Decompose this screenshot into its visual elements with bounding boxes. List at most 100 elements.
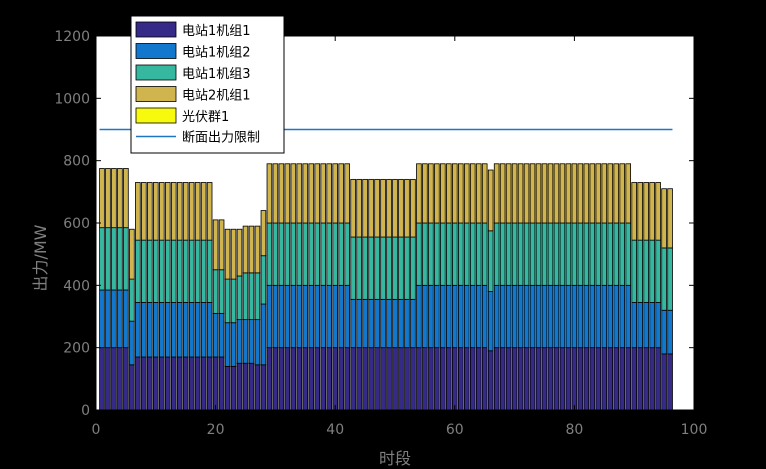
bar-1-23 bbox=[230, 365, 237, 411]
bar-4-12 bbox=[164, 182, 171, 241]
legend-swatch-2 bbox=[135, 43, 177, 59]
bar-4-16 bbox=[188, 182, 195, 241]
bar-1-90 bbox=[631, 347, 637, 411]
bar-1-72 bbox=[523, 347, 530, 411]
bar-4-90 bbox=[631, 182, 637, 241]
bar-1-14 bbox=[176, 356, 183, 411]
bar-2-6 bbox=[129, 320, 135, 366]
bar-1-1 bbox=[99, 347, 105, 411]
bar-4-85 bbox=[601, 163, 608, 224]
bar-3-90 bbox=[631, 239, 637, 303]
bar-2-3 bbox=[111, 289, 117, 349]
bar-2-62 bbox=[463, 284, 470, 349]
bar-4-74 bbox=[535, 163, 542, 224]
bar-1-41 bbox=[338, 347, 344, 411]
bar-2-12 bbox=[164, 302, 171, 358]
bar-1-35 bbox=[302, 347, 309, 411]
bar-4-59 bbox=[446, 163, 452, 224]
bar-4-24 bbox=[236, 228, 243, 277]
bar-4-40 bbox=[332, 163, 338, 224]
bar-4-17 bbox=[194, 182, 201, 241]
bar-3-52 bbox=[404, 236, 410, 300]
bar-4-64 bbox=[475, 163, 482, 224]
bar-3-94 bbox=[655, 239, 661, 303]
legend-swatch-5 bbox=[135, 107, 177, 124]
bar-3-9 bbox=[147, 239, 153, 303]
bar-4-86 bbox=[607, 163, 614, 224]
bar-1-26 bbox=[248, 362, 255, 411]
bar-4-77 bbox=[553, 163, 560, 224]
bar-1-3 bbox=[111, 347, 117, 411]
bar-1-71 bbox=[517, 347, 524, 411]
bar-3-56 bbox=[428, 222, 434, 286]
bar-4-55 bbox=[422, 163, 428, 224]
bar-1-58 bbox=[440, 347, 446, 411]
bar-2-17 bbox=[194, 302, 201, 358]
bar-4-82 bbox=[583, 163, 590, 224]
y-tick-label: 800 bbox=[63, 154, 90, 170]
legend-label-4: 电站2机组1 bbox=[182, 89, 251, 104]
bar-3-70 bbox=[511, 222, 518, 286]
bar-2-66 bbox=[487, 291, 494, 352]
bar-1-89 bbox=[625, 347, 632, 411]
bar-3-7 bbox=[135, 239, 141, 303]
bar-3-38 bbox=[320, 222, 327, 286]
bar-3-49 bbox=[386, 236, 392, 300]
bar-4-18 bbox=[200, 182, 207, 241]
bar-4-89 bbox=[625, 163, 632, 224]
bar-1-17 bbox=[194, 356, 201, 411]
bar-2-55 bbox=[422, 284, 428, 349]
bar-1-96 bbox=[667, 353, 673, 411]
bar-4-39 bbox=[326, 163, 333, 224]
bar-1-11 bbox=[158, 356, 165, 411]
bar-4-67 bbox=[493, 163, 500, 224]
bar-3-33 bbox=[290, 222, 297, 286]
legend-swatch-3 bbox=[135, 64, 177, 81]
bar-1-24 bbox=[236, 362, 243, 411]
bar-3-48 bbox=[380, 236, 386, 300]
bar-4-53 bbox=[410, 178, 416, 238]
bar-2-65 bbox=[481, 284, 488, 349]
bar-3-71 bbox=[517, 222, 524, 286]
bar-2-7 bbox=[135, 302, 141, 358]
bar-4-42 bbox=[344, 163, 350, 224]
bar-1-53 bbox=[410, 347, 416, 411]
bar-3-15 bbox=[182, 239, 189, 303]
bar-2-30 bbox=[272, 284, 279, 349]
bar-3-59 bbox=[446, 222, 452, 286]
bar-3-8 bbox=[141, 239, 147, 303]
bar-3-31 bbox=[278, 222, 285, 286]
bar-1-48 bbox=[380, 347, 386, 411]
bar-2-29 bbox=[266, 284, 273, 349]
bar-2-45 bbox=[362, 298, 368, 349]
bar-4-57 bbox=[434, 163, 440, 224]
x-axis-label: 时段 bbox=[379, 449, 411, 468]
bar-3-88 bbox=[619, 222, 626, 286]
bar-2-21 bbox=[218, 312, 225, 358]
bar-4-34 bbox=[296, 163, 303, 224]
legend-label-5: 光伏群1 bbox=[182, 110, 229, 125]
bar-1-32 bbox=[284, 347, 291, 411]
bar-4-5 bbox=[123, 168, 129, 229]
bar-4-76 bbox=[547, 163, 554, 224]
bar-1-79 bbox=[565, 347, 572, 411]
bar-1-82 bbox=[583, 347, 590, 411]
bar-3-2 bbox=[105, 227, 111, 291]
bar-2-37 bbox=[314, 284, 321, 349]
bar-2-16 bbox=[188, 302, 195, 358]
bar-1-20 bbox=[212, 356, 219, 411]
bar-2-1 bbox=[99, 289, 105, 349]
bar-1-7 bbox=[135, 356, 141, 411]
bar-3-76 bbox=[547, 222, 554, 286]
bar-2-73 bbox=[529, 284, 536, 349]
bar-4-96 bbox=[667, 188, 673, 249]
bar-4-10 bbox=[153, 182, 159, 241]
bar-3-92 bbox=[643, 239, 649, 303]
bar-2-11 bbox=[158, 302, 165, 358]
bar-3-68 bbox=[499, 222, 506, 286]
bar-1-36 bbox=[308, 347, 315, 411]
bar-2-59 bbox=[446, 284, 452, 349]
bar-4-27 bbox=[254, 225, 261, 274]
bar-1-70 bbox=[511, 347, 518, 411]
bar-1-94 bbox=[655, 347, 661, 411]
